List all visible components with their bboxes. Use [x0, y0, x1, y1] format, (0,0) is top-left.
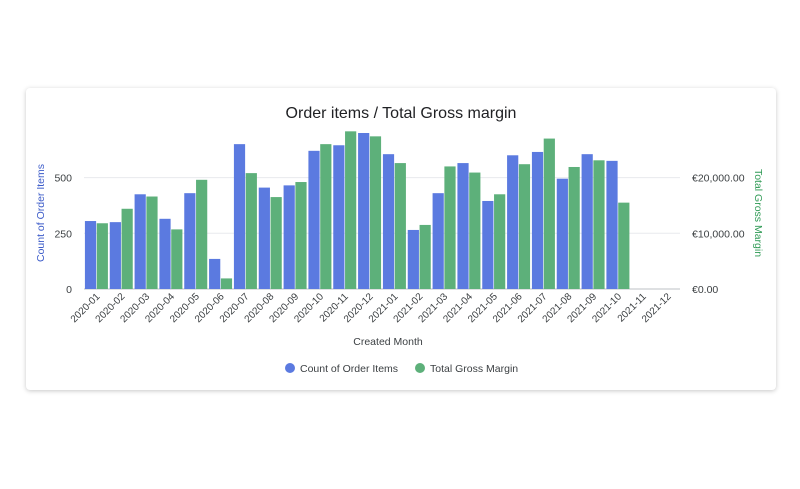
bar-count-order-items[interactable]: [382, 154, 395, 289]
y-left-tick-labels: 0 250 500: [54, 173, 72, 296]
x-axis-title: Created Month: [353, 336, 423, 348]
y-right-tick-label: €0.00: [692, 284, 718, 296]
bar-count-order-items[interactable]: [109, 222, 121, 289]
bar-total-gross-margin[interactable]: [444, 166, 456, 289]
bar-count-order-items[interactable]: [432, 193, 444, 289]
legend-label: Total Gross Margin: [430, 363, 518, 375]
y-left-tick-label: 0: [66, 284, 72, 296]
legend-swatch: [285, 363, 295, 373]
bar-total-gross-margin[interactable]: [568, 166, 580, 289]
y-left-tick-label: 500: [54, 173, 72, 185]
bar-count-order-items[interactable]: [358, 133, 370, 289]
bar-total-gross-margin[interactable]: [618, 202, 630, 289]
combo-bar-chart: Order items / Total Gross margin 0 250 500…: [35, 105, 764, 375]
bar-count-order-items[interactable]: [482, 200, 494, 289]
bar-total-gross-margin[interactable]: [96, 223, 108, 289]
bar-count-order-items[interactable]: [258, 187, 270, 289]
y-left-axis-title: Count of Order Items: [35, 164, 47, 262]
y-right-tick-label: €10,000.00: [692, 228, 745, 240]
chart-title: Order items / Total Gross margin: [286, 105, 517, 122]
bar-count-order-items[interactable]: [407, 229, 419, 289]
x-tick-labels: 2020-012020-022020-032020-042020-052020-…: [69, 291, 674, 325]
bar-total-gross-margin[interactable]: [345, 131, 357, 289]
bar-total-gross-margin[interactable]: [270, 197, 282, 289]
chart-card: Order items / Total Gross margin 0 250 500…: [26, 88, 776, 390]
bar-total-gross-margin[interactable]: [320, 144, 332, 289]
bar-count-order-items[interactable]: [159, 218, 171, 289]
y-right-tick-labels: €0.00 €10,000.00 €20,000.00: [692, 173, 745, 296]
bar-total-gross-margin[interactable]: [171, 229, 183, 289]
bar-total-gross-margin[interactable]: [518, 164, 531, 289]
bar-total-gross-margin[interactable]: [419, 224, 431, 289]
legend: Count of Order Items Total Gross Margin: [285, 363, 518, 375]
y-right-axis-title: Total Gross Margin: [752, 169, 764, 257]
bar-total-gross-margin[interactable]: [394, 163, 406, 289]
bar-count-order-items[interactable]: [606, 160, 618, 289]
bars-group: [84, 131, 630, 289]
bar-count-order-items[interactable]: [581, 154, 593, 289]
bar-total-gross-margin[interactable]: [369, 136, 382, 289]
bar-total-gross-margin[interactable]: [245, 173, 257, 289]
bar-count-order-items[interactable]: [84, 221, 97, 289]
bar-count-order-items[interactable]: [531, 151, 544, 289]
bar-total-gross-margin[interactable]: [295, 182, 307, 289]
bar-total-gross-margin[interactable]: [146, 196, 158, 289]
gridlines: [84, 177, 680, 290]
bar-count-order-items[interactable]: [233, 144, 246, 289]
bar-count-order-items[interactable]: [556, 178, 568, 289]
bar-count-order-items[interactable]: [308, 150, 320, 289]
bar-total-gross-margin[interactable]: [469, 172, 481, 289]
bar-total-gross-margin[interactable]: [593, 160, 605, 289]
legend-label: Count of Order Items: [300, 363, 398, 375]
bar-count-order-items[interactable]: [184, 193, 196, 289]
bar-count-order-items[interactable]: [333, 145, 345, 289]
bar-count-order-items[interactable]: [209, 258, 221, 289]
legend-swatch: [415, 363, 425, 373]
bar-count-order-items[interactable]: [283, 185, 295, 289]
bar-count-order-items[interactable]: [507, 155, 519, 289]
bar-total-gross-margin[interactable]: [121, 208, 133, 289]
bar-count-order-items[interactable]: [134, 194, 146, 289]
bar-total-gross-margin[interactable]: [543, 138, 555, 289]
y-right-tick-label: €20,000.00: [692, 173, 745, 185]
bar-total-gross-margin[interactable]: [196, 179, 208, 289]
bar-count-order-items[interactable]: [457, 163, 469, 289]
bar-total-gross-margin[interactable]: [494, 194, 506, 289]
y-left-tick-label: 250: [54, 228, 72, 240]
bar-total-gross-margin[interactable]: [220, 278, 233, 289]
